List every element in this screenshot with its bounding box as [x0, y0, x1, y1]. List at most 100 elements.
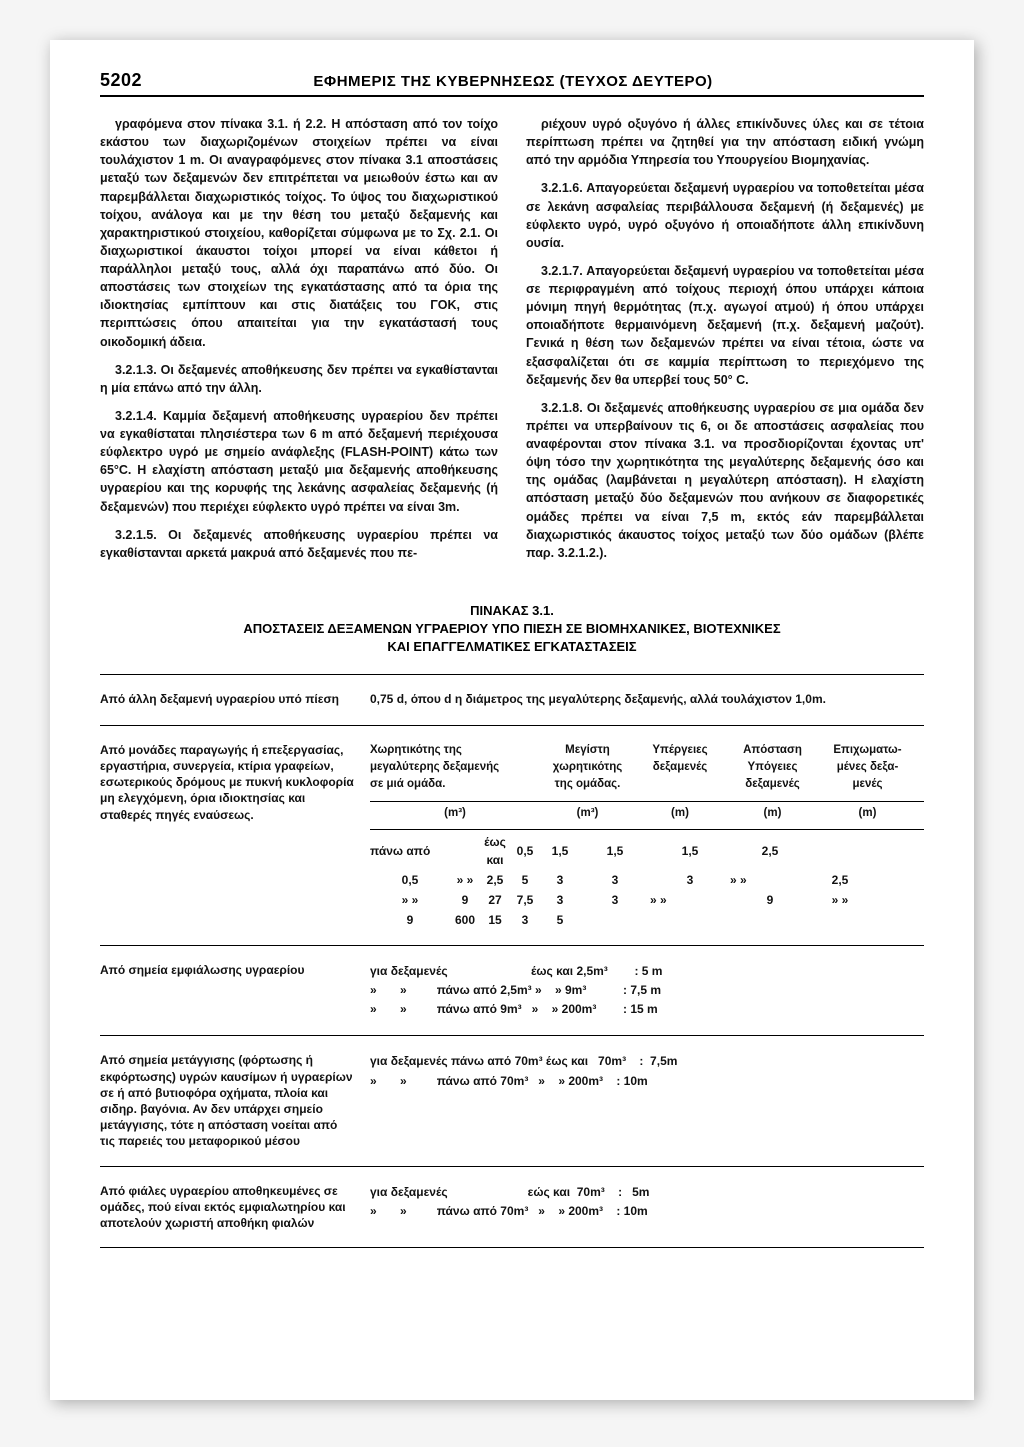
cell: 15 [480, 911, 510, 929]
unit: (m³) [370, 805, 540, 822]
row-value: 0,75 d, όπου d η διάμετρος της μεγαλύτερ… [370, 691, 924, 708]
cell: 3 [580, 871, 650, 889]
cell: 7,5 [510, 891, 540, 909]
value-line: για δεξαμενές εώς και 70m³ : 5m [370, 1183, 924, 1202]
cell: 1,5 [540, 842, 580, 860]
hdr-line: Επιχωματω- [820, 742, 915, 759]
cell: 9 [730, 891, 810, 909]
cell: 3 [540, 871, 580, 889]
hdr-line: Χωρητικότης της [370, 742, 540, 759]
paragraph: ριέχουν υγρό οξυγόνο ή άλλες επικίνδυνες… [526, 115, 924, 169]
hdr-line: Υπέργειες [635, 742, 725, 759]
rule [100, 1166, 924, 1167]
data-grid: πάνω από έως και 0,5 1,5 1,5 1,5 2,5 0,5… [370, 833, 924, 929]
value-line: » » πάνω από 2,5m³ » » 9m³ : 7,5 m [370, 981, 924, 1000]
cell: 3 [650, 871, 730, 889]
cell: 9 [370, 911, 450, 929]
row-label: Από άλλη δεξαμενή υγραερίου υπό πίεση [100, 691, 370, 707]
cell: πάνω από [370, 842, 450, 860]
value-line: » » πάνω από 9m³ » » 200m³ : 15 m [370, 1000, 924, 1019]
caption-line: ΑΠΟΣΤΑΣΕΙΣ ΔΕΞΑΜΕΝΩΝ ΥΓΡΑΕΡΙΟΥ ΥΠΟ ΠΙΕΣΗ… [100, 620, 924, 638]
row-value-block: για δεξαμενές εώς και 70m³ : 5m » » πάνω… [370, 1183, 924, 1221]
hdr-line: χωρητικότης [540, 759, 635, 776]
cell: 3 [510, 911, 540, 929]
rule [100, 1035, 924, 1036]
table-row: Από σημεία μετάγγισης (φόρτωσης ή εκφόρτ… [100, 1044, 924, 1157]
unit: (m) [635, 805, 725, 822]
paragraph: 3.2.1.3. Οι δεξαμενές αποθήκευσης δεν πρ… [100, 361, 498, 397]
cell: » » [450, 871, 480, 889]
value-line: » » πάνω από 70m³ » » 200m³ : 10m [370, 1072, 924, 1091]
row-label: Από σημεία μετάγγισης (φόρτωσης ή εκφόρτ… [100, 1052, 370, 1149]
header-row: Χωρητικότης της μεγαλύτερης δεξαμενής σε… [370, 742, 924, 798]
cell: 9 [450, 891, 480, 909]
table-row: Από άλλη δεξαμενή υγραερίου υπό πίεση 0,… [100, 683, 924, 716]
paragraph: 3.2.1.7. Απαγορεύεται δεξαμενή υγραερίου… [526, 262, 924, 389]
rule [100, 725, 924, 726]
cell: 2,5 [810, 871, 870, 889]
cell: 0,5 [510, 842, 540, 860]
unit-row: (m³) (m³) (m) (m) (m) [370, 805, 924, 826]
cell: 3 [580, 891, 650, 909]
cell: » » [650, 891, 730, 909]
header: 5202 ΕΦΗΜΕΡΙΣ ΤΗΣ ΚΥΒΕΡΝΗΣΕΩΣ (ΤΕΥΧΟΣ ΔΕ… [100, 70, 924, 97]
hdr-line: μένες δεξα- [820, 759, 915, 776]
paragraph: 3.2.1.4. Καμμία δεξαμενή αποθήκευσης υγρ… [100, 407, 498, 516]
hdr-line: μεγαλύτερης δεξαμενής [370, 759, 540, 776]
row-value-block: για δεξαμενές έως και 2,5m³ : 5 m » » πά… [370, 962, 924, 1020]
hdr-line: δεξαμενές [725, 776, 820, 793]
row-value-block: για δεξαμενές πάνω από 70m³ έως και 70m³… [370, 1052, 924, 1090]
table-row: Από φιάλες υγραερίου αποθηκευμένες σε ομ… [100, 1175, 924, 1240]
paragraph: γραφόμενα στον πίνακα 3.1. ή 2.2. Η απόσ… [100, 115, 498, 351]
unit: (m) [820, 805, 915, 822]
cell: » » [370, 891, 450, 909]
cell: 600 [450, 911, 480, 929]
table-caption: ΠΙΝΑΚΑΣ 3.1. ΑΠΟΣΤΑΣΕΙΣ ΔΕΞΑΜΕΝΩΝ ΥΓΡΑΕΡ… [100, 602, 924, 657]
body-text: γραφόμενα στον πίνακα 3.1. ή 2.2. Η απόσ… [100, 115, 924, 572]
value-line: για δεξαμενές πάνω από 70m³ έως και 70m³… [370, 1052, 924, 1071]
cell: 5 [540, 911, 580, 929]
hdr-line: μενές [820, 776, 915, 793]
cell: έως και [480, 833, 510, 869]
page: 5202 ΕΦΗΜΕΡΙΣ ΤΗΣ ΚΥΒΕΡΝΗΣΕΩΣ (ΤΕΥΧΟΣ ΔΕ… [50, 40, 974, 1400]
value-line: » » πάνω από 70m³ » » 200m³ : 10m [370, 1202, 924, 1221]
rule [100, 1247, 924, 1248]
cell: 1,5 [650, 842, 730, 860]
cell: 3 [540, 891, 580, 909]
col-header: Χωρητικότης της μεγαλύτερης δεξαμενής σε… [370, 742, 540, 794]
col-header: Μεγίστη χωρητικότης της ομάδας. [540, 742, 635, 794]
row-label: Από μονάδες παραγωγής ή επεξεργασίας, ερ… [100, 742, 370, 823]
cell: 27 [480, 891, 510, 909]
page-number: 5202 [100, 70, 142, 91]
sub-rule [370, 829, 924, 830]
paragraph: 3.2.1.6. Απαγορεύεται δεξαμενή υγραερίου… [526, 179, 924, 252]
hdr-line: Μεγίστη [540, 742, 635, 759]
header-title: ΕΦΗΜΕΡΙΣ ΤΗΣ ΚΥΒΕΡΝΗΣΕΩΣ (ΤΕΥΧΟΣ ΔΕΥΤΕΡΟ… [313, 73, 712, 90]
cell: » » [730, 871, 810, 889]
hdr-line: Υπόγειες [725, 759, 820, 776]
col-header: Υπέργειες δεξαμενές [635, 742, 725, 794]
table-row: Από μονάδες παραγωγής ή επεξεργασίας, ερ… [100, 734, 924, 937]
unit: (m³) [540, 805, 635, 822]
hdr-line: δεξαμενές [635, 759, 725, 776]
unit: (m) [725, 805, 820, 822]
hdr-line: σε μιά ομάδα. [370, 776, 540, 793]
caption-line: ΠΙΝΑΚΑΣ 3.1. [100, 602, 924, 620]
cell: 0,5 [370, 871, 450, 889]
hdr-line: της ομάδας. [540, 776, 635, 793]
table-row: Από σημεία εμφιάλωσης υγραερίου για δεξα… [100, 954, 924, 1028]
rule [100, 945, 924, 946]
col-header: Επιχωματω- μένες δεξα- μενές [820, 742, 915, 794]
paragraph: 3.2.1.8. Οι δεξαμενές αποθήκευσης υγραερ… [526, 399, 924, 562]
cell: 5 [510, 871, 540, 889]
col-header: Απόσταση Υπόγειες δεξαμενές [725, 742, 820, 794]
row-value-block: Χωρητικότης της μεγαλύτερης δεξαμενής σε… [370, 742, 924, 929]
cell: 2,5 [480, 871, 510, 889]
cell: 2,5 [730, 842, 810, 860]
value-line: για δεξαμενές έως και 2,5m³ : 5 m [370, 962, 924, 981]
sub-rule [370, 801, 924, 802]
rule [100, 674, 924, 675]
table: Από άλλη δεξαμενή υγραερίου υπό πίεση 0,… [100, 674, 924, 1248]
row-label: Από σημεία εμφιάλωσης υγραερίου [100, 962, 370, 978]
row-label: Από φιάλες υγραερίου αποθηκευμένες σε ομ… [100, 1183, 370, 1232]
